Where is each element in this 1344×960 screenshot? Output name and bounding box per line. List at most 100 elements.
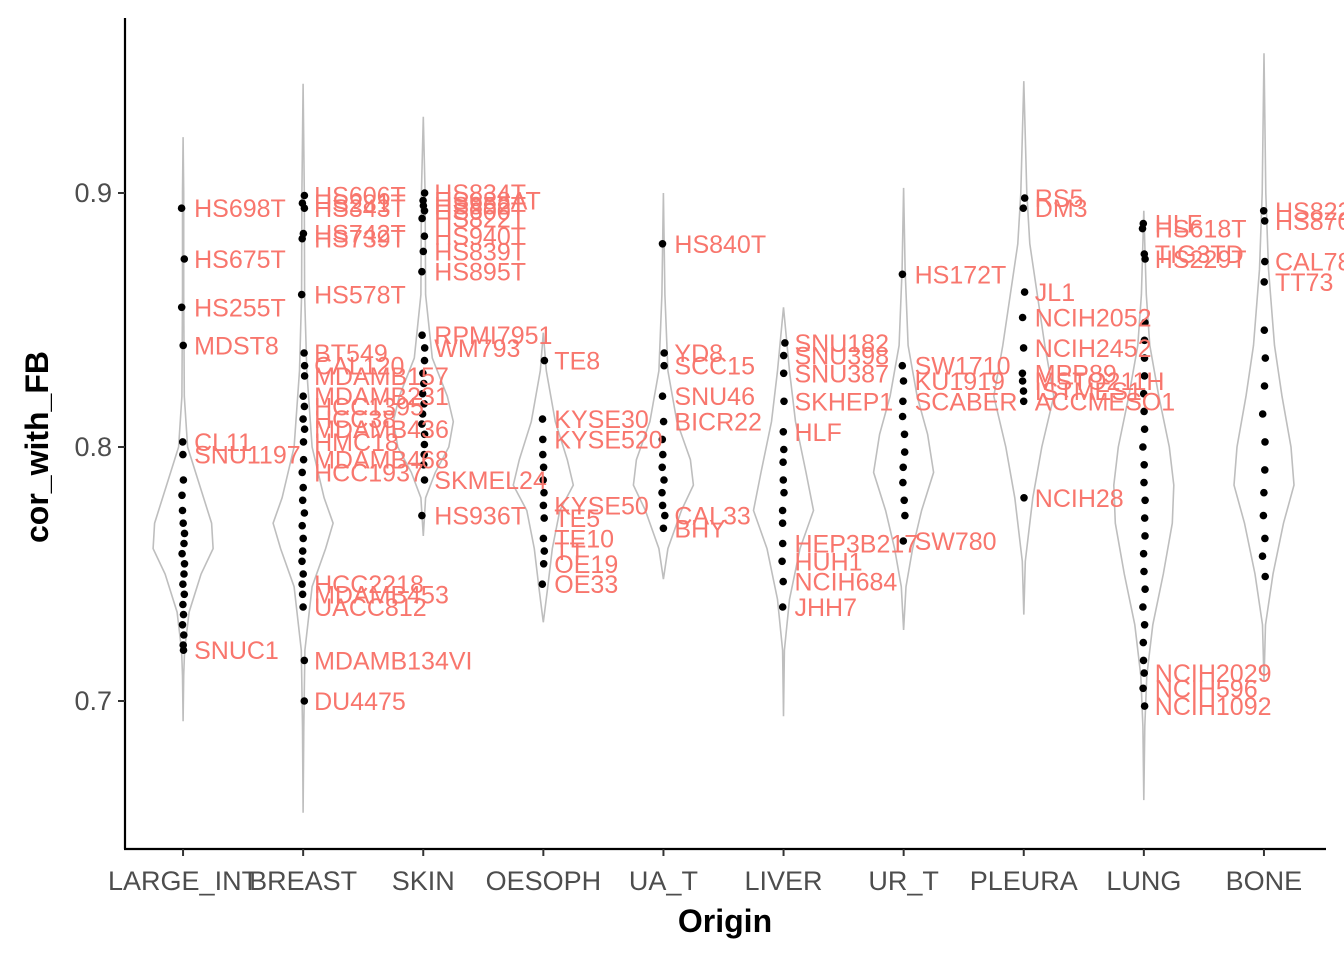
data-point	[898, 270, 907, 279]
x-tick-label: LARGE_INT	[108, 866, 258, 896]
data-point	[297, 290, 306, 299]
data-point	[300, 402, 309, 411]
point-label: HS578T	[314, 282, 406, 310]
data-point	[180, 529, 189, 538]
data-point	[1139, 684, 1147, 693]
point-label: HS834T	[434, 180, 526, 208]
point-label: MDAMB157	[314, 363, 449, 391]
data-point	[1139, 638, 1148, 647]
point-label: NCIH2029	[1155, 660, 1272, 688]
data-point	[178, 491, 186, 500]
data-point	[300, 425, 309, 434]
data-point	[1259, 207, 1268, 215]
data-point	[779, 577, 787, 586]
data-point	[1140, 669, 1148, 677]
point-label: HLF	[795, 419, 842, 447]
point-label: KYSE50	[554, 492, 649, 520]
point-label: RS5	[1035, 185, 1084, 213]
data-point	[300, 349, 308, 357]
violin-bone	[1233, 53, 1295, 681]
data-point	[178, 621, 187, 629]
data-point	[1140, 354, 1149, 362]
violin-lung	[1112, 210, 1175, 801]
point-label: HS852T	[434, 193, 526, 221]
data-point	[300, 191, 309, 200]
data-point	[177, 303, 186, 312]
violin-layer	[152, 53, 1295, 813]
point-label: HS281T	[314, 190, 406, 218]
point-label: TIG3TD	[1155, 241, 1244, 269]
point-label: SCC15	[674, 353, 755, 381]
point-label: ACCMESO1	[1035, 388, 1175, 416]
data-point	[180, 255, 189, 263]
violin-breast	[272, 83, 334, 813]
point-label: HS822T	[1275, 198, 1344, 226]
data-point	[538, 580, 547, 588]
data-point	[540, 514, 548, 522]
point-label: JHH7	[795, 594, 858, 622]
data-point	[1018, 377, 1027, 385]
point-label: CAL120	[314, 353, 404, 381]
point-label: JL1	[1035, 279, 1075, 307]
y-tick-label: 0.7	[74, 686, 112, 716]
data-point	[179, 580, 187, 588]
data-point	[418, 267, 426, 276]
data-point	[1259, 511, 1268, 520]
data-point	[540, 488, 548, 497]
point-label: BT549	[314, 340, 388, 368]
data-point	[179, 600, 187, 609]
data-point	[1139, 656, 1148, 665]
data-point	[298, 496, 307, 505]
data-point	[1140, 336, 1149, 345]
data-point	[899, 478, 907, 487]
data-point	[300, 361, 309, 370]
data-point	[779, 428, 788, 436]
point-label: MDAMB231	[314, 383, 449, 411]
point-label: HS600T	[434, 198, 526, 226]
data-point	[300, 656, 309, 665]
data-point	[419, 369, 427, 378]
point-label: SW780	[915, 528, 997, 556]
data-point	[179, 646, 188, 654]
data-point	[1139, 549, 1148, 558]
data-point	[1140, 372, 1149, 380]
data-point	[179, 476, 188, 484]
data-point	[898, 361, 907, 370]
data-point	[180, 570, 188, 578]
data-point	[1139, 603, 1147, 611]
point-label: MDST8	[194, 332, 279, 360]
data-point	[899, 537, 908, 545]
data-point	[420, 400, 428, 408]
point-label: CAL33	[674, 503, 750, 531]
point-label: MSTO211H	[1035, 368, 1165, 396]
point-label: MDAMB453	[314, 581, 449, 609]
data-point	[179, 610, 188, 619]
data-point	[179, 450, 187, 459]
point-label: HS343T	[314, 195, 406, 223]
data-point	[1140, 478, 1148, 487]
violin-pleura	[992, 81, 1055, 615]
data-point	[1018, 313, 1027, 322]
data-point	[900, 448, 909, 456]
point-label: NCIH2052	[1035, 305, 1152, 333]
data-point	[298, 547, 307, 555]
point-label: HS742T	[314, 221, 406, 249]
point-label: TE8	[554, 348, 600, 376]
data-point	[899, 377, 908, 385]
point-label: NCIH596	[1155, 675, 1258, 703]
data-point	[899, 397, 907, 406]
data-point	[299, 438, 308, 446]
data-point	[420, 207, 429, 215]
data-point	[539, 450, 547, 459]
point-label: MDAMB468	[314, 447, 449, 475]
x-tick-label: UA_T	[629, 866, 698, 896]
data-point	[1141, 532, 1149, 540]
violin-ur_t	[872, 187, 935, 630]
data-point	[900, 496, 908, 505]
data-point	[898, 412, 907, 421]
data-point	[658, 463, 666, 472]
point-label: HS618T	[1155, 216, 1247, 244]
point-label: HS255T	[194, 294, 286, 322]
